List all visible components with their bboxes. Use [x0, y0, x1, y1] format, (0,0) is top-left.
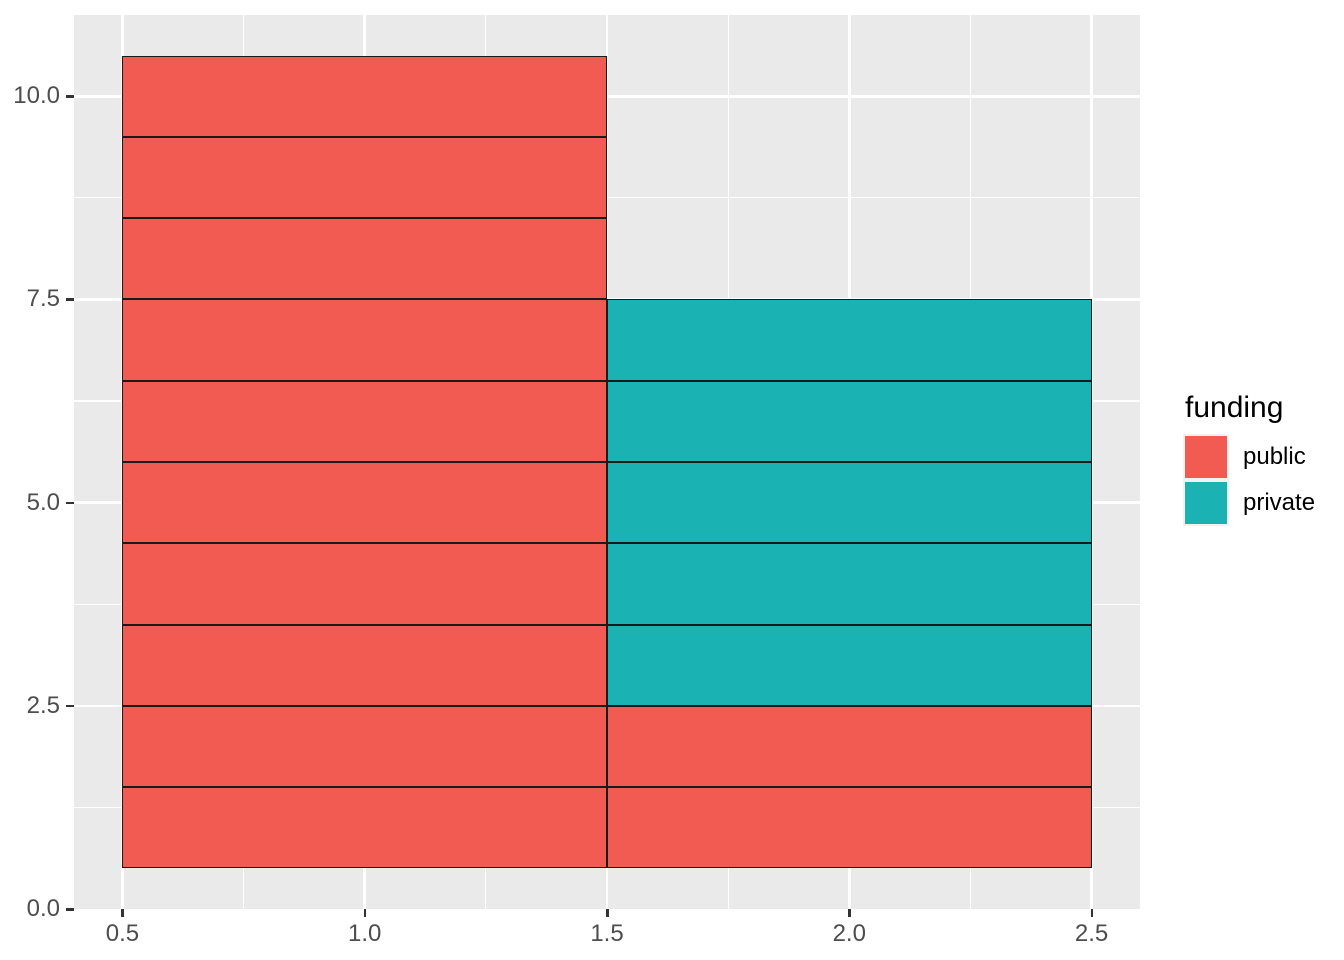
y-tick-mark	[66, 298, 74, 301]
histogram-cell-public	[122, 299, 607, 381]
histogram-cell-public	[122, 543, 607, 625]
histogram-cell-public	[607, 787, 1092, 869]
y-tick-mark	[66, 501, 74, 505]
histogram-cell-public	[122, 787, 607, 869]
histogram-cell-private	[607, 462, 1092, 544]
y-tick-label: 7.5	[26, 285, 60, 313]
x-tick-mark	[606, 909, 609, 917]
legend: funding public private	[1183, 390, 1315, 526]
histogram-cell-public	[122, 624, 607, 706]
legend-item-private: private	[1183, 480, 1315, 526]
legend-item-public: public	[1183, 434, 1315, 480]
histogram-cell-public	[122, 705, 607, 788]
legend-key-fill	[1185, 436, 1227, 478]
y-tick-mark	[66, 908, 74, 911]
y-tick-mark	[66, 95, 74, 98]
x-tick-mark	[363, 909, 367, 917]
histogram-cell-public	[122, 136, 607, 219]
x-tick-mark	[848, 909, 851, 917]
major-gridline-y	[74, 95, 1140, 98]
x-tick-mark	[121, 909, 124, 917]
plot-panel	[74, 15, 1140, 909]
major-gridline-x	[1090, 15, 1093, 909]
legend-key-swatch	[1183, 480, 1229, 526]
legend-item-label: private	[1243, 489, 1316, 516]
histogram-cell-public	[122, 55, 607, 137]
legend-item-label: public	[1243, 443, 1306, 470]
histogram-cell-private	[607, 624, 1092, 706]
legend-key-fill	[1185, 482, 1227, 524]
histogram-cell-public	[122, 218, 607, 300]
x-tick-label: 1.5	[590, 920, 624, 947]
histogram-cell-private	[607, 299, 1092, 381]
y-tick-label: 0.0	[26, 895, 60, 922]
histogram-cell-public	[607, 705, 1092, 788]
histogram-cell-private	[607, 380, 1092, 462]
legend-key-swatch	[1183, 434, 1229, 480]
x-tick-mark	[1090, 909, 1094, 917]
histogram-cell-public	[122, 462, 607, 544]
x-tick-label: 2.5	[1074, 920, 1109, 947]
y-tick-label: 5.0	[26, 488, 60, 516]
x-tick-label: 2.0	[832, 920, 866, 947]
legend-title: funding	[1185, 391, 1284, 424]
x-tick-label: 1.0	[348, 920, 382, 947]
y-tick-mark	[66, 704, 74, 708]
histogram-cell-public	[122, 380, 607, 462]
y-tick-label: 2.5	[26, 691, 60, 719]
y-tick-label: 10.0	[13, 82, 60, 110]
x-tick-label: 0.5	[105, 920, 140, 947]
histogram-cell-private	[607, 543, 1092, 625]
legend-items: public private	[1183, 434, 1315, 526]
